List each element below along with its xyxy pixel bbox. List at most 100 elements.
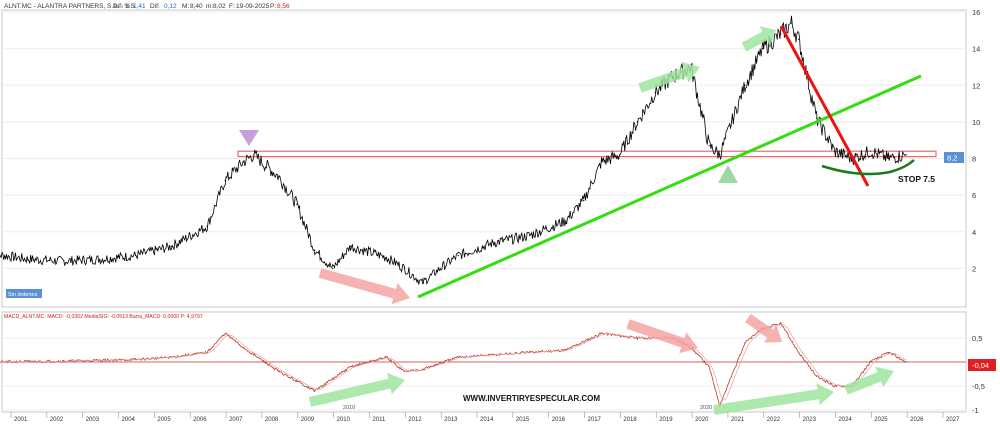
price-point (314, 249, 316, 251)
macd-signal-line (0, 323, 907, 401)
price-y-tick-label: 8 (972, 155, 976, 164)
last-price-value: 8,2 (947, 154, 957, 163)
macd-point (170, 356, 172, 358)
price-point (798, 38, 800, 41)
x-tick-label: 2009 (301, 417, 315, 423)
price-point (744, 84, 746, 86)
price-point (63, 260, 65, 262)
macd-point (905, 361, 907, 363)
macd-point (869, 361, 871, 363)
macd-inner-year-2020: 2020 (700, 405, 712, 411)
macd-last-value: -0,04 (972, 361, 989, 370)
macd-inner-year-2010: 2010 (343, 405, 355, 411)
x-tick-label: 2024 (838, 417, 852, 423)
price-line (0, 15, 907, 285)
price-point (224, 179, 226, 182)
price-point (905, 154, 907, 156)
price-point (636, 121, 638, 123)
diff-pct-value: 1,41 (133, 3, 146, 10)
x-tick-label: 2013 (444, 417, 458, 423)
header-stats: Dif: % 1,41 Dif: 0,12 M: 8,40 m: 8,02 F:… (113, 3, 290, 10)
price-point (493, 242, 495, 244)
price-point (790, 22, 793, 24)
price-y-tick-label: 2 (972, 264, 976, 273)
price-point (529, 234, 531, 237)
support-band (237, 150, 937, 158)
pink-arrow-macd-1 (626, 319, 698, 354)
base-curve (821, 159, 915, 176)
price-point (170, 245, 172, 247)
pink-arrow-macd-2 (745, 313, 782, 343)
purple-triangle-marker (239, 130, 259, 146)
macd-point (135, 359, 137, 361)
price-point (762, 48, 764, 50)
x-tick-label: 2014 (480, 417, 494, 423)
macd-point (816, 375, 818, 377)
date-value: 19-09-2025 (236, 3, 270, 10)
price-point (887, 157, 889, 160)
price-point (278, 176, 280, 178)
price-y-axis: 2 4 6 8 10 12 14 16 (972, 8, 980, 273)
x-tick-label: 2005 (157, 417, 171, 423)
macd-point (385, 356, 387, 358)
macd-point (206, 351, 208, 353)
x-tick-label: 2004 (122, 417, 136, 423)
macd-point (493, 354, 495, 356)
macd-point (744, 342, 746, 344)
price-point (708, 145, 710, 147)
price-point (332, 267, 334, 269)
price-point (403, 267, 405, 269)
instrument-title: ALNT.MC - ALANTRA PARTNERS, S.A. - 1 S (4, 3, 136, 10)
x-tick-label: 2012 (408, 417, 422, 423)
macd-point (636, 337, 638, 339)
x-tick-label: 2006 (193, 417, 207, 423)
price-point (780, 33, 782, 35)
green-triangle-marker (718, 165, 738, 183)
macd-point (457, 356, 459, 358)
macd-point (780, 323, 782, 325)
macd-point (834, 385, 836, 387)
pink-arrow-price (318, 268, 410, 305)
x-tick-label: 2018 (623, 417, 637, 423)
macd-point (798, 351, 800, 353)
diff-pct-label: Dif: % (113, 3, 131, 10)
x-tick-label: 2015 (516, 417, 530, 423)
price-series (0, 15, 907, 285)
green-arrow-macd-2 (713, 383, 834, 415)
price-point (242, 161, 244, 163)
price-point (565, 220, 567, 222)
macd-point (421, 368, 423, 370)
price-point (869, 150, 871, 152)
price-point (350, 245, 352, 247)
price-point (253, 154, 255, 156)
macd-point (63, 360, 65, 362)
x-tick-label: 2021 (731, 417, 745, 423)
no-orders-badge[interactable] (6, 289, 42, 298)
price-y-tick-label: 12 (972, 81, 980, 90)
x-tick-label: 2017 (588, 417, 602, 423)
diff-label: Dif: (150, 3, 160, 10)
macd-point (350, 366, 352, 368)
price-y-tick-label: 14 (972, 45, 980, 54)
x-tick-label: 2001 (14, 417, 28, 423)
macd-point (403, 371, 405, 373)
stop-annotation: STOP 7.5 (898, 174, 935, 184)
green-arrow-macd-1 (308, 372, 405, 407)
x-tick-label: 2011 (372, 417, 386, 423)
x-tick-label: 2026 (910, 417, 924, 423)
price-point (439, 267, 441, 269)
x-tick-label: 2023 (803, 417, 817, 423)
no-orders-label: Sin órdenes (8, 292, 38, 298)
price-point (618, 154, 621, 156)
price-point (206, 225, 208, 227)
last-price-badge (944, 152, 964, 163)
close-value: 8,56 (277, 3, 290, 10)
green-arrow-price-2 (741, 26, 776, 52)
price-point (583, 200, 585, 202)
max-value: 8,40 (190, 3, 203, 10)
x-tick-label: 2025 (874, 417, 888, 423)
macd-point (565, 349, 567, 351)
x-tick-label: 2007 (229, 417, 243, 423)
macd-gridlines (2, 337, 966, 411)
